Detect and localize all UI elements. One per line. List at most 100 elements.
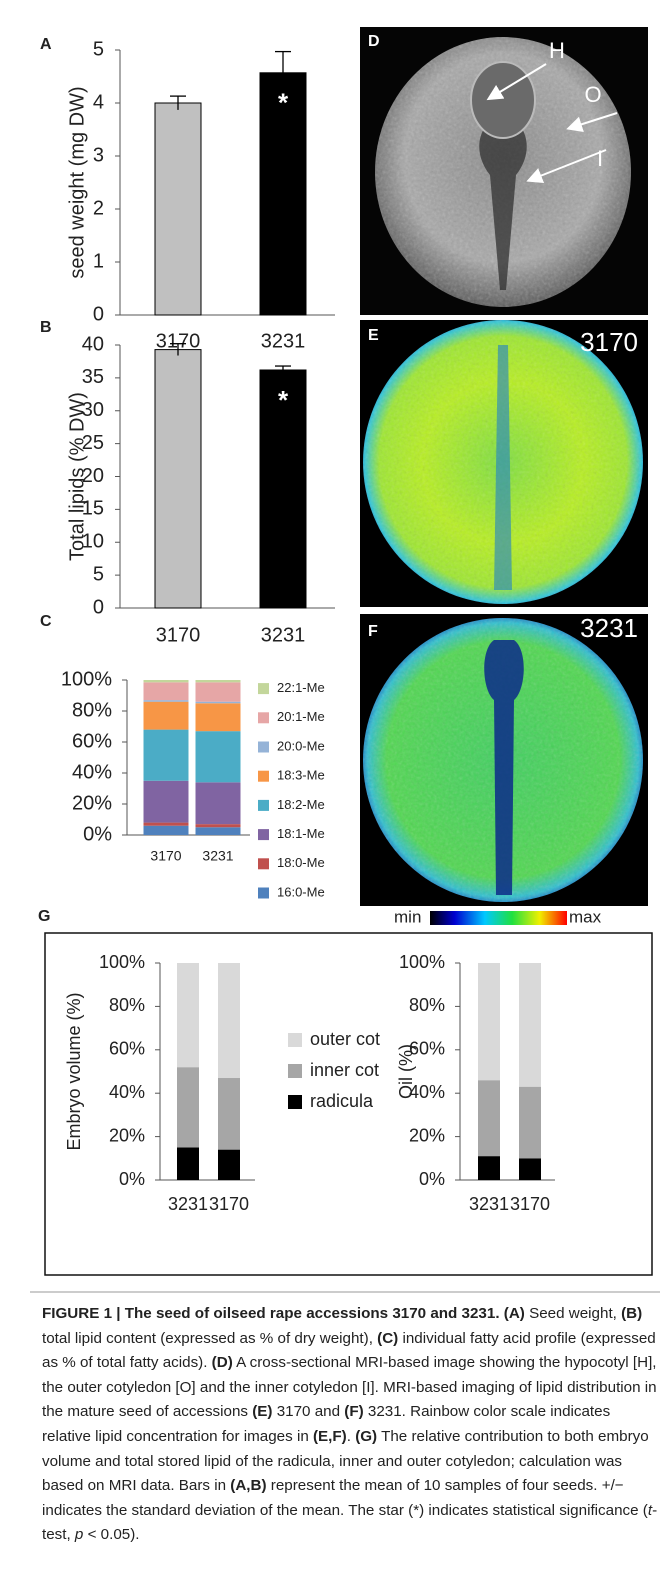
y-tick-label: 60% (109, 1039, 145, 1059)
legend-label: 18:0-Me (277, 855, 325, 870)
legend-label: outer cot (310, 1029, 380, 1049)
bar-segment (195, 827, 241, 835)
y-axis-label: Embryo volume (%) (64, 992, 84, 1150)
bar-segment (478, 1156, 500, 1180)
legend-label: 16:0-Me (277, 884, 325, 899)
bar-segment (519, 963, 541, 1087)
y-tick-label: 100% (99, 952, 145, 972)
panel-e: E 3170 (360, 320, 648, 607)
bar-segment (177, 963, 199, 1068)
bar-segment (143, 682, 189, 701)
caption-text: -test, (42, 1501, 658, 1544)
arrow (486, 63, 547, 101)
bar-segment (519, 1086, 541, 1159)
y-axis-label: Total lipids (% DW) (66, 392, 88, 561)
y-axis-label: seed weight (mg DW) (66, 86, 88, 278)
bar-segment (195, 703, 241, 732)
colorbar-min-label: min (394, 907, 421, 926)
y-tick-label: 40% (72, 761, 112, 783)
legend-swatch (258, 887, 269, 899)
image-label: 3170 (580, 327, 638, 357)
bar-segment (177, 1147, 199, 1180)
bar-segment (218, 1149, 240, 1180)
y-tick-label: 30 (82, 399, 104, 421)
bar-segment (195, 701, 241, 704)
arrow (566, 112, 618, 132)
y-axis-label: Oil (%) (396, 1044, 416, 1099)
bar-segment (195, 824, 241, 828)
y-tick-label: 15 (82, 498, 104, 520)
bar-segment (143, 700, 189, 702)
embryo-gap (484, 640, 524, 895)
x-tick-label: 3231 (261, 330, 306, 352)
bar-segment (218, 963, 240, 1079)
caption: FIGURE 1 | The seed of oilseed rape acce… (42, 1302, 658, 1548)
image-label: O (584, 82, 601, 107)
hypocotyl (470, 61, 536, 139)
legend-label: 18:2-Me (277, 797, 325, 812)
y-tick-label: 3 (93, 144, 104, 166)
legend-swatch (288, 1095, 302, 1109)
panel-label: F (368, 623, 378, 640)
chart: Oil (%) 0% 20% 40% 60% 80% 100% 3231 3170 (396, 952, 555, 1214)
caption-text: represent the mean of 10 samples of four… (42, 1477, 648, 1519)
chart: G Embryo volume (%) 0% 20% 40% 60% 80% 100% 3231… (38, 908, 380, 1214)
bar-segment (195, 782, 241, 825)
legend-swatch (258, 712, 269, 724)
image-label: 3231 (580, 613, 638, 643)
caption-text: (D) (211, 1354, 233, 1372)
caption-text: 3231. Rainbow color scale indicates rela… (42, 1403, 611, 1445)
caption-text: (B) (621, 1305, 643, 1322)
y-tick-label: 80% (409, 995, 445, 1015)
bar-segment (143, 680, 189, 683)
x-tick-label: 3170 (150, 848, 181, 864)
caption-text: < 0.05). (83, 1526, 140, 1544)
caption-text: (E) (252, 1403, 273, 1421)
colorbar-max-label: max (569, 907, 602, 926)
embryo-gap (494, 345, 512, 590)
y-tick-label: 20% (72, 792, 112, 814)
x-tick-label: 3170 (209, 1194, 249, 1214)
caption-text: (G) (355, 1427, 378, 1445)
x-tick-label: 3170 (156, 330, 201, 352)
y-tick-label: 0% (83, 823, 112, 845)
legend-label: 18:1-Me (277, 826, 325, 841)
caption-text: Seed weight, (524, 1305, 622, 1322)
y-tick-label: 1 (93, 250, 104, 272)
legend-swatch (258, 829, 269, 841)
bar-segment (478, 1080, 500, 1157)
x-tick-label: 3231 (202, 848, 233, 864)
y-tick-label: 5 (93, 563, 104, 585)
caption-text: individual fatty acid profile (expressed… (42, 1329, 656, 1372)
y-tick-label: 40% (109, 1082, 145, 1102)
y-tick-label: 100% (399, 952, 445, 972)
caption-text: 3170 and (272, 1403, 345, 1421)
y-tick-label: 20% (109, 1125, 145, 1145)
bar-segment (195, 682, 241, 702)
caption-text: . (346, 1427, 356, 1445)
legend-swatch (258, 770, 269, 782)
caption-text: t (647, 1501, 653, 1519)
panel-d: D H O I (360, 27, 648, 315)
x-tick-label: 3170 (156, 624, 201, 646)
legend-swatch (288, 1064, 302, 1078)
y-tick-label: 0% (419, 1169, 445, 1189)
arrow (526, 149, 607, 184)
legend-label: 22:1-Me (277, 680, 325, 695)
bar (259, 72, 307, 316)
bar-segment (177, 1067, 199, 1148)
y-tick-label: 40% (409, 1082, 445, 1102)
bar (154, 102, 202, 316)
bar-segment (143, 729, 189, 781)
y-tick-label: 20 (82, 465, 104, 487)
y-tick-label: 0 (93, 303, 104, 325)
caption-text: (E,F) (312, 1427, 347, 1445)
x-tick-label: 3231 (469, 1194, 509, 1214)
bar-segment (218, 1078, 240, 1150)
image-label: H (549, 38, 565, 63)
colorbar-gradient (430, 911, 567, 925)
legend-label: radicula (310, 1091, 374, 1111)
